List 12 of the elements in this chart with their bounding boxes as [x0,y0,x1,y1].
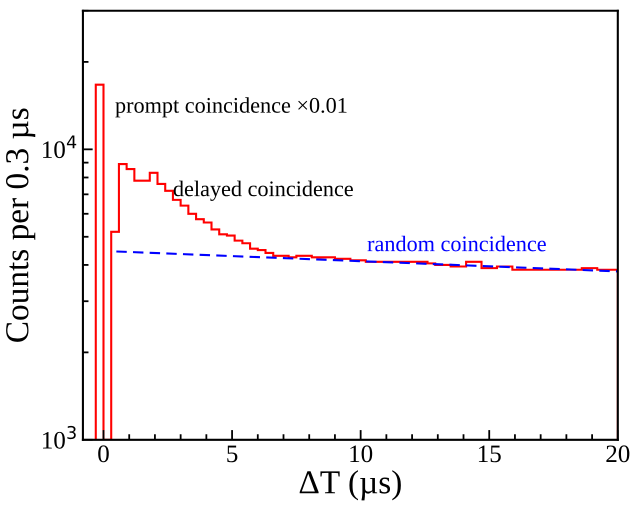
x-tick-label: 10 [350,445,372,462]
series-label: random coincidence [368,236,546,252]
x-tick-label: 15 [478,446,501,462]
y-axis-title: Counts per 0.3 µs [6,108,36,342]
x-tick-label: 20 [606,445,630,462]
y-tick-label: 10$^{4}$ [43,136,76,158]
annotation: delayed coincidence [174,180,353,201]
x-tick-label: 0 [98,445,109,462]
annotation: prompt coincidence ×0.01 [115,97,347,118]
x-tick-label: 5 [227,446,238,462]
x-axis-title: ΔT (µs) [300,470,401,500]
y-tick-label: 10$^{3}$ [43,426,76,449]
